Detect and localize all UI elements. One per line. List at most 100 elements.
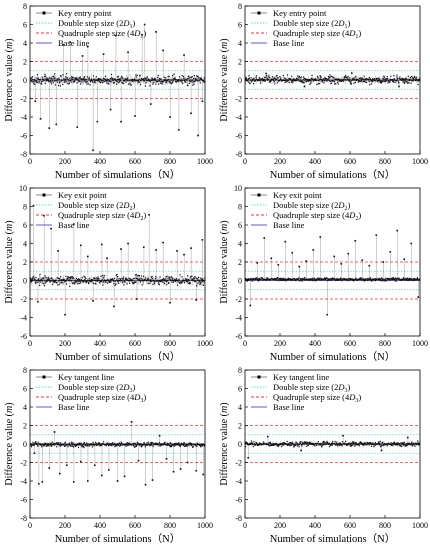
y-tick-label: 8	[238, 202, 242, 211]
data-point	[322, 441, 324, 443]
data-point	[72, 446, 75, 448]
data-point	[75, 77, 77, 80]
data-point	[52, 76, 54, 78]
data-point	[96, 279, 98, 281]
data-point	[68, 444, 70, 446]
y-tick-label: 0	[238, 440, 242, 449]
data-point	[128, 443, 131, 445]
x-tick-label: 800	[164, 339, 176, 348]
data-point	[158, 442, 160, 444]
data-point	[98, 442, 100, 444]
series-line	[30, 24, 206, 151]
data-point	[113, 443, 115, 445]
data-point	[60, 442, 62, 444]
data-point	[84, 279, 86, 281]
data-point	[127, 83, 130, 85]
data-point	[114, 78, 116, 80]
data-point	[30, 446, 33, 448]
data-point	[42, 277, 45, 279]
data-point	[386, 445, 388, 447]
data-point	[414, 77, 416, 79]
data-point	[362, 442, 364, 444]
data-point	[412, 78, 415, 80]
data-point	[334, 278, 336, 280]
data-point	[116, 83, 118, 85]
x-tick-label: 400	[309, 339, 321, 348]
data-point	[258, 79, 261, 81]
data-point	[414, 445, 416, 447]
data-point	[50, 277, 53, 280]
data-point	[411, 80, 413, 82]
data-point	[46, 280, 48, 282]
data-point	[191, 80, 193, 82]
x-tick-label: 0	[243, 521, 247, 530]
data-point	[49, 443, 52, 446]
data-point	[132, 282, 134, 284]
data-point-outlier	[148, 214, 150, 216]
data-point	[183, 80, 186, 82]
data-point	[326, 279, 328, 282]
data-point	[121, 82, 124, 84]
data-point	[76, 444, 78, 447]
data-point	[186, 84, 188, 86]
data-point	[155, 83, 157, 85]
data-point	[80, 442, 82, 444]
data-point	[134, 80, 137, 82]
data-point	[292, 443, 295, 446]
data-point	[311, 277, 313, 279]
data-point	[350, 445, 353, 447]
data-point	[175, 79, 177, 81]
data-point	[325, 442, 327, 444]
x-tick-label: 800	[379, 521, 391, 530]
y-tick-label: 2	[23, 421, 27, 430]
data-point	[163, 76, 165, 78]
data-point	[251, 443, 253, 445]
data-point	[199, 82, 201, 84]
data-point	[277, 77, 279, 79]
data-point	[84, 280, 87, 283]
data-point	[147, 283, 149, 285]
data-point	[288, 444, 290, 446]
data-point	[276, 74, 278, 77]
data-point	[312, 79, 315, 81]
data-point	[252, 446, 254, 448]
data-point	[100, 280, 103, 282]
data-point	[313, 79, 315, 81]
data-point	[86, 83, 88, 85]
data-point	[159, 81, 161, 83]
data-point	[335, 279, 338, 281]
data-point	[77, 278, 80, 280]
data-point	[67, 444, 69, 446]
data-point	[336, 81, 339, 83]
legend-label: Double step size (2D3)	[273, 382, 351, 394]
x-tick-label: 800	[164, 521, 176, 530]
data-point	[411, 76, 414, 78]
data-point	[369, 278, 372, 280]
data-point	[311, 442, 313, 444]
data-point	[262, 79, 264, 81]
data-point	[340, 80, 343, 83]
data-point	[158, 445, 160, 447]
data-point	[316, 278, 318, 280]
data-point	[139, 277, 141, 279]
data-point	[91, 443, 93, 445]
data-point	[298, 278, 300, 280]
data-point	[146, 444, 148, 446]
data-point	[341, 79, 343, 82]
data-point	[176, 284, 179, 286]
data-point	[413, 279, 415, 281]
data-point	[45, 443, 47, 445]
data-point	[71, 277, 73, 279]
data-point	[277, 445, 280, 447]
data-point	[265, 278, 268, 280]
data-point	[373, 444, 375, 446]
data-point	[265, 443, 267, 445]
data-point	[389, 78, 391, 80]
data-point	[150, 280, 152, 283]
data-point	[391, 79, 393, 81]
data-point	[297, 279, 299, 281]
data-point	[403, 82, 406, 84]
data-point	[134, 443, 137, 446]
data-point	[313, 444, 316, 446]
